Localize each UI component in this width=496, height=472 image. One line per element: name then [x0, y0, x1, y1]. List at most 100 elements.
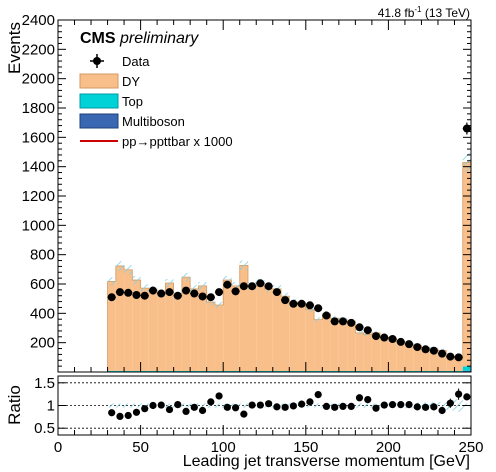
bar-top [388, 370, 397, 372]
bar-dy [396, 341, 405, 371]
data-point [396, 337, 405, 346]
mc-uncertainty [165, 278, 174, 287]
ratio-point [438, 406, 446, 415]
ratio-point [413, 403, 421, 411]
mc-uncertainty [190, 285, 199, 293]
data-point [115, 288, 124, 297]
bar-top [421, 370, 430, 372]
y-tick-label: 2000 [22, 71, 55, 88]
svg-text:Multiboson: Multiboson [122, 114, 185, 129]
bar-top [371, 370, 381, 372]
bar-dy [115, 265, 125, 371]
bar-top [214, 370, 224, 372]
bar-dy [190, 288, 199, 371]
bar-dy [281, 296, 290, 371]
data-point [413, 343, 422, 352]
x-tick-label: 250 [458, 439, 483, 456]
data-point [380, 333, 389, 342]
bar-top [355, 370, 364, 372]
x-tick-label: 200 [376, 439, 401, 456]
ratio-point [463, 393, 471, 401]
y-tick-label: 1800 [22, 100, 55, 117]
bar-dy [322, 313, 331, 371]
bar-dy [148, 289, 158, 371]
lumi-label: 41.8 fb-1 (13 TeV) [378, 5, 470, 20]
y-tick-label: 600 [30, 276, 55, 293]
bar-dy [231, 285, 240, 371]
mc-uncertainty [198, 282, 207, 290]
data-point [132, 291, 141, 299]
ratio-axis-title: Ratio [5, 385, 24, 425]
bar-dy [214, 304, 224, 371]
data-point [355, 323, 364, 332]
main-stack [107, 162, 472, 372]
bar-dy [264, 288, 273, 371]
bar-dy [124, 269, 133, 371]
bar-top [239, 370, 248, 372]
bar-top [347, 370, 356, 372]
bar-dy [297, 304, 306, 371]
bar-top [396, 370, 405, 372]
ratio-point [256, 401, 264, 409]
ratio-point [141, 405, 149, 413]
ratio-uncertainty-band [314, 403, 323, 408]
data-point [215, 288, 224, 297]
bar-multiboson [462, 370, 471, 372]
ratio-point [289, 402, 298, 410]
x-tick-label: 50 [132, 439, 149, 456]
mc-uncertainty [214, 301, 224, 308]
bar-dy [239, 265, 248, 371]
mc-uncertainty [206, 298, 215, 306]
bar-dy [454, 359, 463, 371]
mc-uncertainty [223, 275, 232, 285]
data-point [231, 287, 240, 296]
main-y-axis: 200 400 600 800 1000 1200 1400 1600 1800 2000 2200… [22, 12, 472, 373]
ratio-point [116, 412, 124, 420]
data-point [462, 124, 471, 133]
ratio-uncertainty-band [165, 403, 174, 408]
y-tick-label: 1600 [22, 129, 55, 146]
bar-dy [165, 282, 174, 371]
data-point [165, 288, 174, 297]
cms-label: CMS [80, 30, 116, 47]
bar-top [264, 370, 273, 372]
ratio-point [364, 396, 372, 404]
bar-dy [206, 302, 215, 371]
bar-dy [355, 332, 364, 371]
ratio-point [198, 406, 207, 415]
ratio-point [165, 405, 174, 414]
bar-top [454, 370, 463, 372]
bar-top [305, 370, 315, 372]
data-point [338, 317, 347, 326]
bar-dy [371, 332, 381, 371]
bar-dy [462, 162, 471, 367]
x-axis-title: Leading jet transverse momentum [GeV] [183, 453, 470, 470]
ratio-uncertainty-band [132, 403, 141, 408]
bar-dy [421, 347, 430, 371]
mc-uncertainty [124, 265, 133, 275]
ratio-uncertainty-band [355, 403, 364, 408]
ratio-point [265, 400, 273, 408]
bar-dy [347, 321, 356, 371]
data-point [223, 280, 232, 289]
data-point [256, 279, 265, 288]
bar-dy [140, 288, 149, 371]
ratio-point [149, 401, 157, 410]
bar-top [148, 370, 158, 372]
ratio-point [215, 392, 223, 400]
y-tick-label: 200 [30, 335, 55, 352]
ratio-point [281, 403, 289, 411]
ratio-point [430, 403, 438, 411]
bar-top [330, 370, 339, 372]
data-point [173, 291, 182, 300]
bar-top [446, 370, 455, 372]
ratio-point [298, 400, 306, 408]
ratio-point [182, 407, 190, 415]
ratio-point [355, 394, 364, 402]
bar-top [289, 370, 298, 372]
bar-dy [388, 338, 397, 371]
ratio-uncertainty-band [198, 403, 207, 408]
data-point [363, 326, 372, 335]
main-data-points [107, 122, 471, 362]
ratio-point [421, 403, 430, 411]
